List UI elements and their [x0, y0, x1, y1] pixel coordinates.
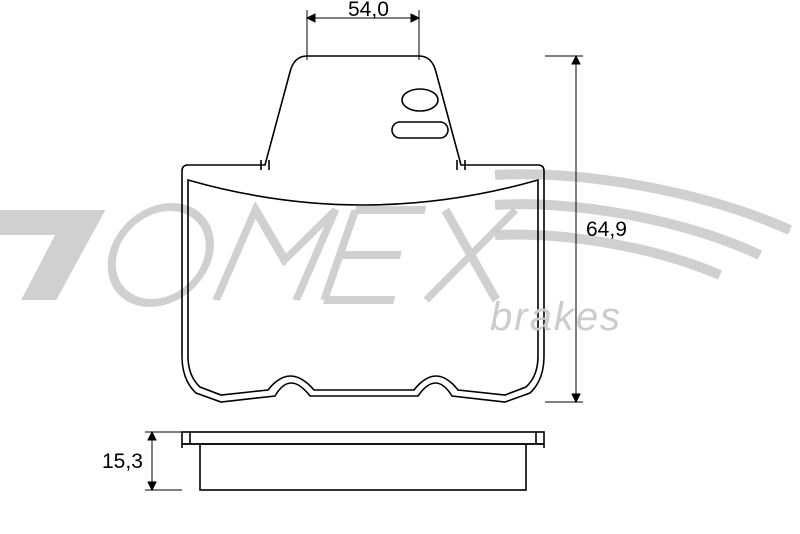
dim-thickness-label: 15,3	[102, 450, 143, 474]
dim-height-label: 64,9	[586, 218, 627, 242]
dim-width-label: 54,0	[348, 0, 389, 22]
side-view	[182, 432, 544, 490]
dim-height	[545, 56, 583, 402]
watermark-wing	[495, 174, 790, 275]
front-view	[182, 56, 544, 402]
dim-thickness	[145, 432, 182, 490]
watermark-logo	[0, 207, 515, 303]
